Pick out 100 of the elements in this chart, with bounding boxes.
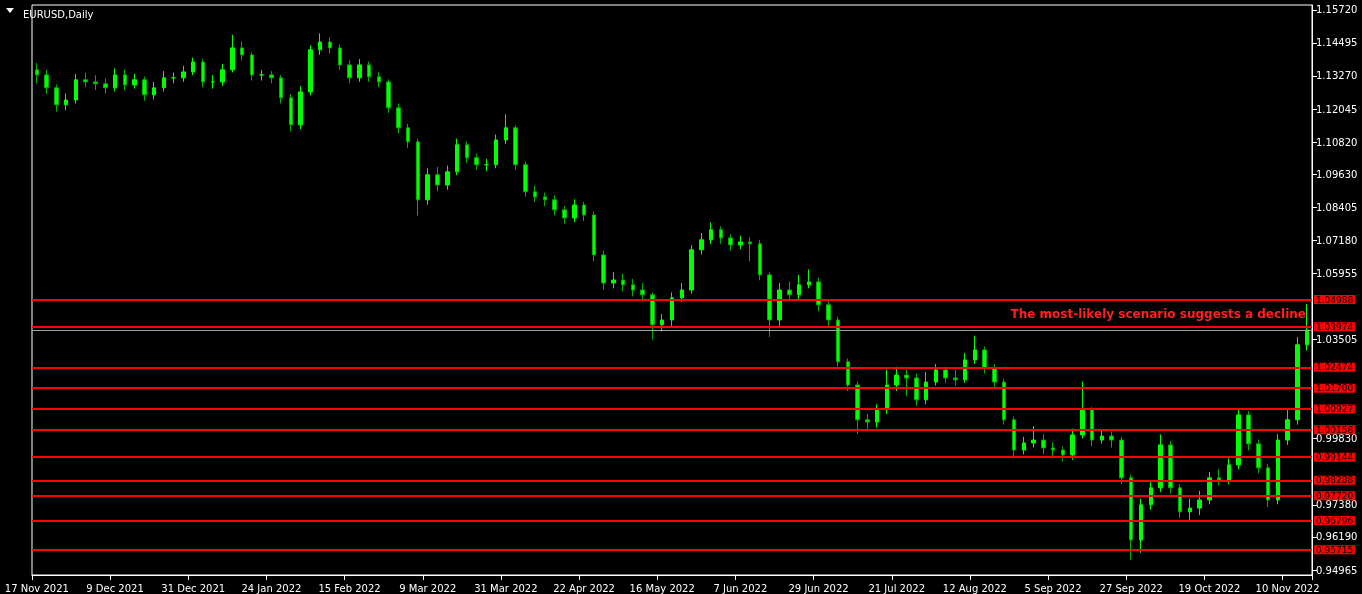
y-tick-label: 0.99830 [1316,433,1358,445]
candlestick [211,74,215,90]
candlestick [465,140,469,164]
candlestick [308,44,313,96]
candlestick [142,76,147,102]
candlestick [1168,440,1173,494]
candlestick [406,123,410,149]
candlestick [1080,380,1085,439]
candlestick [474,152,479,171]
candlestick [924,371,928,405]
candlestick [54,84,59,113]
candlestick [1070,428,1075,461]
x-tick-label: 19 Oct 2022 [1178,582,1241,594]
x-tick-label: 9 Mar 2022 [399,582,457,594]
candlestick [1051,441,1055,459]
candlestick [386,78,391,114]
candlestick [1217,468,1221,486]
candlestick [1246,410,1251,451]
candlestick [279,74,283,105]
candlestick [1285,409,1290,446]
candlestick [699,232,704,256]
candlestick [963,352,967,384]
candlestick [1100,429,1104,445]
candlestick [152,81,156,100]
candlestick [44,69,49,95]
x-tick-label: 7 Jun 2022 [713,582,768,594]
candlestick [1061,445,1065,462]
x-tick-label: 27 Sep 2022 [1099,582,1163,594]
candlestick [357,58,362,83]
candlestick [347,59,352,84]
ref-line-label: 1.00927 [1316,404,1354,415]
candlestick [181,65,186,83]
candlestick [230,34,235,73]
x-tick-label: 17 Nov 2021 [4,582,69,594]
ref-line-label: 1.04988 [1316,294,1354,305]
candlestick [767,271,772,338]
candlestick [904,368,909,397]
candlestick [328,36,332,55]
candlestick [1139,498,1143,554]
candlestick [572,198,577,223]
candlestick [1109,430,1114,449]
candlestick [807,268,811,289]
candlestick [709,221,713,245]
x-tick-label: 16 May 2022 [629,582,695,594]
candlestick [103,77,108,95]
candlestick [445,165,450,191]
y-tick-label: 0.94965 [1316,564,1358,576]
candlestick [298,85,303,130]
candlestick [504,113,508,145]
candlestick [1236,407,1241,470]
y-tick-label: 1.12045 [1316,103,1358,115]
candlestick [123,69,127,91]
candlestick [1012,416,1016,459]
candlestick [289,93,293,132]
candlestick [953,368,958,387]
candlestick [1119,436,1124,485]
x-tick-label: 12 Aug 2022 [942,582,1007,594]
y-tick-label: 1.08405 [1316,201,1358,213]
candlestick [552,194,557,217]
candlestick [83,71,88,88]
candlestick [611,271,616,289]
ref-line-label: 0.98288 [1316,475,1354,486]
candlestick [601,250,606,291]
candlestick [914,372,919,407]
candlestick [259,69,264,82]
candlestick [934,363,938,387]
candlestick [191,57,195,76]
y-tick-label: 1.09630 [1316,168,1358,180]
candlestick [533,185,537,203]
candlestick [250,51,254,82]
candlestick [631,278,635,297]
candlestick [719,225,723,245]
candlestick [982,345,987,374]
candlestick [1149,479,1153,511]
candlestick [484,158,489,172]
candlestick [816,277,821,312]
candlestick [93,74,98,91]
x-tick-label: 9 Dec 2021 [86,582,144,594]
candlestick [455,138,459,176]
candlestick [1227,457,1231,485]
candlestick [396,103,401,134]
candlestick [162,70,166,92]
candlestick [132,73,137,90]
y-tick-label: 1.10820 [1316,136,1358,148]
x-tick-label: 31 Mar 2022 [474,582,538,594]
chart-title: EURUSD,Daily [23,8,94,20]
candlestick [435,166,440,192]
y-tick-label: 1.15720 [1316,4,1358,16]
candlestick [74,73,78,105]
ref-line-label: 0.95715 [1316,544,1354,555]
candlestick [1090,406,1094,447]
candlestick [640,282,645,303]
candlestick [1188,498,1192,521]
candlestick [543,192,547,207]
ref-line-label: 1.03974 [1316,321,1354,332]
candlestick [748,236,752,262]
candlestick [846,358,850,392]
ref-line-label: 0.99144 [1316,452,1354,463]
candlestick [113,67,117,92]
candlestick [425,167,430,206]
